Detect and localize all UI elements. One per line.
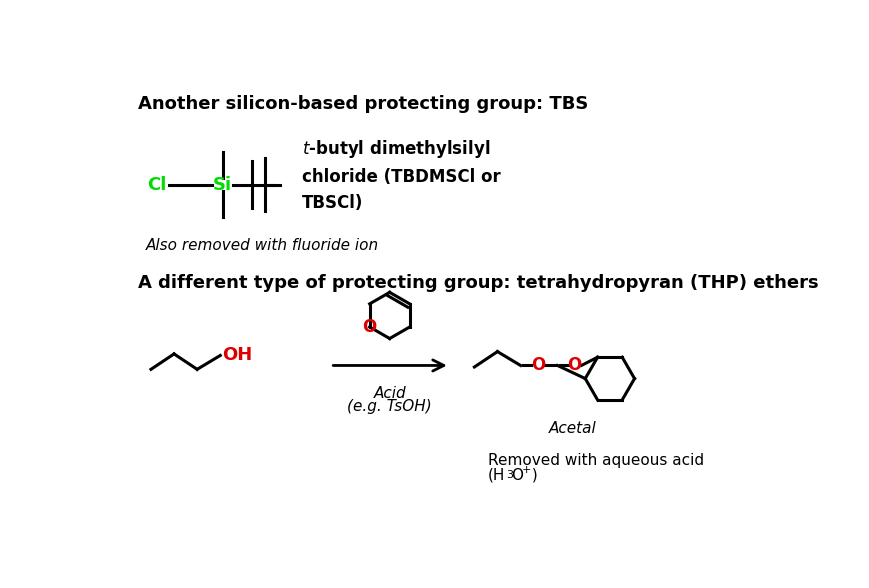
Text: O: O	[531, 356, 545, 375]
Text: Acid: Acid	[373, 386, 406, 401]
Text: $\it{t}$-butyl dimethylsilyl
chloride (TBDMSCl or
TBSCl): $\it{t}$-butyl dimethylsilyl chloride (T…	[302, 138, 500, 212]
Text: 3: 3	[506, 470, 513, 480]
Text: Another silicon-based protecting group: TBS: Another silicon-based protecting group: …	[137, 95, 587, 113]
Text: Cl: Cl	[147, 176, 166, 193]
Text: OH: OH	[222, 346, 252, 365]
Text: (H: (H	[488, 468, 505, 483]
Text: Si: Si	[213, 176, 232, 193]
Text: (e.g. TsOH): (e.g. TsOH)	[347, 399, 432, 413]
Text: Removed with aqueous acid: Removed with aqueous acid	[488, 453, 704, 468]
Text: O: O	[567, 356, 580, 375]
Text: +: +	[521, 465, 531, 475]
Text: O: O	[511, 468, 523, 483]
Text: Acetal: Acetal	[548, 421, 596, 436]
Text: O: O	[362, 318, 376, 336]
Text: A different type of protecting group: tetrahydropyran (THP) ethers: A different type of protecting group: te…	[137, 274, 818, 292]
Text: Also removed with fluoride ion: Also removed with fluoride ion	[145, 238, 378, 253]
Text: ): )	[527, 468, 538, 483]
